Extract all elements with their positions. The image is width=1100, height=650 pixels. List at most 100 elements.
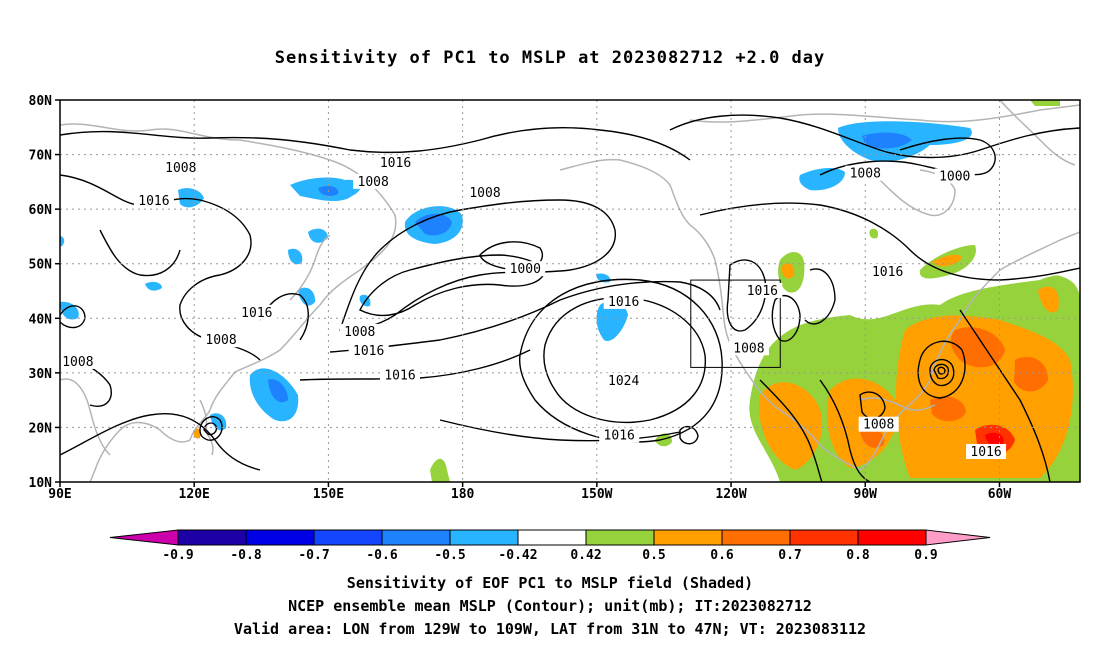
coastline-japan (289, 234, 331, 301)
contour-label-bg (201, 332, 242, 348)
contour-label-bg (465, 184, 505, 200)
contour-label: 1016 (384, 369, 415, 384)
contour-label-bg (160, 160, 201, 176)
colorbar-segment (653, 529, 723, 546)
colorbar-segment (449, 529, 519, 546)
colorbar-label: 0.7 (778, 548, 801, 563)
colorbar-label: -0.7 (298, 548, 329, 563)
contour-label-bg (375, 154, 416, 170)
coastline-asia (60, 123, 397, 482)
colorbar-label: 0.8 (846, 548, 870, 563)
contour-label-bg (934, 168, 975, 184)
colorbar-label: 0.6 (710, 548, 734, 563)
contour-label-bg (867, 263, 908, 279)
colorbar-label: -0.5 (434, 548, 465, 563)
chart-title: Sensitivity of PC1 to MSLP at 2023082712… (274, 48, 826, 68)
shading-negative-blue (799, 168, 845, 191)
lat-label: 50N (29, 258, 53, 273)
contour-label: 1008 (850, 167, 881, 182)
contour-label: 1016 (608, 295, 639, 310)
shading-negative-blue (268, 379, 288, 403)
contour-label-bg (603, 373, 644, 389)
contour-label: 1016 (241, 306, 272, 321)
lon-label: 90W (854, 487, 878, 502)
colorbar-segment (857, 529, 927, 546)
contour-label: 1016 (380, 156, 411, 171)
contour-label: 1016 (604, 429, 635, 444)
contour-line (959, 309, 1051, 482)
contour-label-bg (966, 443, 1007, 459)
colorbar-segment (721, 529, 791, 546)
shading-positive-orange (759, 382, 823, 470)
colorbar-segment (177, 529, 247, 546)
shading-negative-blue (308, 228, 328, 243)
contour-line (917, 340, 966, 399)
colorbar-label: 0.9 (914, 548, 937, 563)
coastline-gulf (859, 397, 936, 411)
colorbar-label: -0.42 (498, 548, 537, 563)
contour-label-bg (57, 353, 98, 369)
colorbar-segment (517, 529, 587, 546)
contour-line (199, 416, 223, 441)
contour-line (99, 229, 181, 277)
contour-line (518, 278, 723, 443)
lon-label: 150W (581, 487, 612, 502)
shading-negative-blue (288, 248, 303, 265)
shading-negative-blue (178, 188, 204, 208)
lon-label: 180 (451, 487, 475, 502)
shading-positive-orange (781, 263, 795, 279)
mslp-contours (60, 114, 1080, 482)
lat-label: 60N (29, 203, 53, 218)
contour-label: 1000 (510, 262, 541, 277)
contour-label: 1016 (353, 344, 384, 359)
coastline-alaska (559, 158, 716, 261)
contour-line (669, 114, 1080, 159)
sensitivity-shading (60, 100, 1080, 482)
contour-label: 1016 (872, 265, 903, 280)
colorbar-segment (585, 529, 655, 546)
contour-line (819, 137, 996, 176)
contour-label-bg (599, 427, 640, 443)
contour-label-bg (380, 367, 420, 383)
contour-label-bg (236, 304, 277, 320)
contour-label: 1016 (747, 284, 778, 299)
shading-positive-dark (860, 427, 885, 448)
caption-line-3: Valid area: LON from 129W to 109W, LAT f… (233, 620, 867, 638)
contour-label: 1024 (608, 374, 639, 389)
contour-label-bg (505, 261, 546, 277)
contour-line (771, 295, 801, 342)
coastline-north-america-west (714, 259, 861, 471)
lat-label: 40N (29, 312, 53, 327)
latitude-labels: 80N 70N 60N 50N 40N 30N 20N 10N (29, 94, 60, 491)
contour-label-bg (353, 173, 394, 189)
lon-label: 90E (48, 487, 71, 502)
contour-label-bg (348, 343, 389, 359)
shading-positive-green (1030, 100, 1060, 106)
colorbar-segment (245, 529, 315, 546)
colorbar: -0.9 -0.8 -0.7 -0.6 -0.5 -0.42 0.42 0.5 0.6 0.7 0.… (109, 529, 991, 563)
contour-line (819, 379, 871, 482)
contour-line (439, 419, 681, 442)
colorbar-low-triangle (109, 529, 179, 546)
contour-label: 1008 (733, 341, 764, 356)
contour-label-bg (858, 416, 899, 432)
colorbar-segment (381, 529, 451, 546)
shading-negative-blue (60, 236, 65, 246)
contour-line (759, 379, 823, 482)
shading-positive-green (869, 228, 879, 239)
contour-label: 1008 (863, 418, 894, 433)
coastline-canada-north (689, 104, 1080, 123)
colorbar-label: 0.5 (642, 548, 665, 563)
shading-positive-dark (930, 396, 966, 422)
contour-label: 1008 (62, 355, 93, 370)
contour-label-bg (133, 192, 174, 208)
shading-negative-blue (596, 301, 628, 341)
contour-label: 1016 (970, 445, 1001, 460)
coastline-greenland (999, 100, 1076, 166)
shading-negative-blue (862, 132, 912, 149)
shading-positive-dark (1014, 356, 1048, 392)
contour-line (329, 280, 721, 353)
contour-label-bg (339, 323, 380, 339)
contour-line (859, 391, 886, 419)
